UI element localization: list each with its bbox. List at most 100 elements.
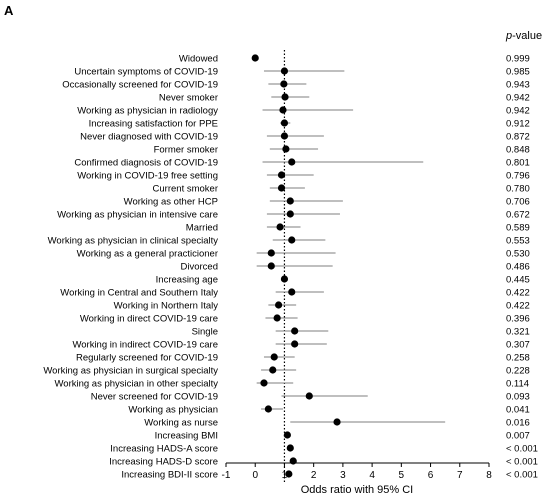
estimate-point xyxy=(277,184,286,192)
pvalue-cell: < 0.001 xyxy=(506,470,538,481)
estimate-point xyxy=(289,457,297,465)
estimate-point xyxy=(277,171,286,179)
pvalue-cell: 0.396 xyxy=(506,314,530,325)
row-label: Increasing age xyxy=(156,275,218,286)
row-label: Married xyxy=(186,223,218,234)
pvalue-cell: 0.553 xyxy=(506,236,530,247)
row-label: Increasing HADS-D score xyxy=(109,457,218,468)
panel-label: A xyxy=(4,3,14,18)
row-label: Working in Central and Southern Italy xyxy=(60,288,218,299)
estimate-point xyxy=(286,444,294,452)
row-label: Increasing BMI xyxy=(155,431,218,442)
row-label: Increasing HADS-A score xyxy=(110,444,218,455)
pvalue-header-rest: -value xyxy=(512,30,542,42)
pvalue-cell: 0.999 xyxy=(506,54,530,65)
estimate-point xyxy=(280,67,289,75)
row-label: Working as physician in intensive care xyxy=(57,210,218,221)
row-label: Confirmed diagnosis of COVID-19 xyxy=(74,158,218,169)
pvalue-cell: 0.258 xyxy=(506,353,530,364)
row-label: Working as physician in radiology xyxy=(77,106,218,117)
x-axis-label: Odds ratio with 95% CI xyxy=(301,484,414,496)
estimate-point xyxy=(280,80,288,88)
row-label: Never screened for COVID-19 xyxy=(91,392,218,403)
row-label: Working in direct COVID-19 care xyxy=(80,314,218,325)
pvalue-cell: 0.780 xyxy=(506,184,530,195)
pvalue-header-p: p xyxy=(505,30,512,42)
x-tick-label: 7 xyxy=(457,470,463,481)
estimate-point xyxy=(291,327,299,335)
pvalue-cell: < 0.001 xyxy=(506,457,538,468)
x-tick-label: 8 xyxy=(486,470,492,481)
x-tick-label: 3 xyxy=(340,470,346,481)
pvalue-cell: 0.445 xyxy=(506,275,530,286)
pvalue-cell: 0.321 xyxy=(506,327,530,338)
row-label: Working as physician xyxy=(128,405,218,416)
pvalue-cell: 0.530 xyxy=(506,249,530,260)
estimate-point xyxy=(267,262,275,270)
x-tick-label: 6 xyxy=(428,470,434,481)
pvalue-cell: < 0.001 xyxy=(506,444,538,455)
pvalue-cell: 0.943 xyxy=(506,80,530,91)
row-label: Current smoker xyxy=(153,184,218,195)
estimate-point xyxy=(288,288,296,296)
pvalue-cell: 0.942 xyxy=(506,93,530,104)
pvalue-cell: 0.801 xyxy=(506,158,530,169)
x-tick-label: 0 xyxy=(252,470,258,481)
estimate-point xyxy=(279,106,287,114)
pvalue-cell: 0.422 xyxy=(506,301,530,312)
row-label: Never smoker xyxy=(159,93,218,104)
pvalue-cell: 0.093 xyxy=(506,392,530,403)
row-label: Single xyxy=(192,327,218,338)
estimate-point xyxy=(288,236,296,244)
pvalue-cell: 0.942 xyxy=(506,106,530,117)
estimate-point xyxy=(333,418,341,426)
estimate-point xyxy=(269,366,277,374)
row-label: Working as nurse xyxy=(144,418,218,429)
pvalue-header: p-value xyxy=(505,30,542,42)
pvalue-cell: 0.041 xyxy=(506,405,530,416)
row-label: Working as physician in surgical special… xyxy=(43,366,218,377)
estimate-point xyxy=(251,54,259,62)
x-tick-label: 2 xyxy=(311,470,317,481)
row-label: Divorced xyxy=(181,262,219,273)
pvalue-cell: 0.007 xyxy=(506,431,530,442)
row-label: Increasing satisfaction for PPE xyxy=(89,119,218,130)
x-tick-label: -1 xyxy=(222,470,231,481)
row-label: Occasionally screened for COVID-19 xyxy=(62,80,218,91)
estimate-point xyxy=(281,93,289,101)
pvalue-cell: 0.672 xyxy=(506,210,530,221)
row-label: Widowed xyxy=(179,54,218,65)
estimate-point xyxy=(264,405,272,413)
pvalue-cell: 0.985 xyxy=(506,67,530,78)
pvalue-cell: 0.228 xyxy=(506,366,530,377)
x-tick-label: 1 xyxy=(282,470,288,481)
estimate-point xyxy=(273,314,281,322)
estimate-point xyxy=(280,132,289,140)
row-label: Working as physician in other specialty xyxy=(54,379,218,390)
estimate-point xyxy=(288,158,296,166)
row-label: Uncertain symptoms of COVID-19 xyxy=(74,67,218,78)
x-tick-label: 4 xyxy=(369,470,375,481)
estimate-point xyxy=(270,353,278,361)
row-label: Working in Northern Italy xyxy=(114,301,219,312)
estimate-point xyxy=(280,119,289,127)
pvalue-cell: 0.114 xyxy=(506,379,529,390)
estimate-point xyxy=(280,275,289,283)
row-label: Working as a general practicioner xyxy=(77,249,218,260)
pvalue-cell: 0.912 xyxy=(506,119,530,130)
estimate-point xyxy=(267,249,275,257)
estimate-point xyxy=(275,301,283,309)
estimate-point xyxy=(286,197,294,205)
row-label: Working in indirect COVID-19 care xyxy=(72,340,218,351)
plot-area: Widowed 0.999 Uncertain symptoms of COVID-… xyxy=(43,50,538,482)
estimate-point xyxy=(286,210,294,218)
estimate-point xyxy=(276,223,284,231)
pvalue-cell: 0.706 xyxy=(506,197,530,208)
row-label: Former smoker xyxy=(154,145,218,156)
pvalue-cell: 0.422 xyxy=(506,288,530,299)
x-tick-label: 5 xyxy=(399,470,405,481)
estimate-point xyxy=(282,145,290,153)
row-label: Increasing BDI-II score xyxy=(121,470,218,481)
row-label: Working as other HCP xyxy=(124,197,218,208)
